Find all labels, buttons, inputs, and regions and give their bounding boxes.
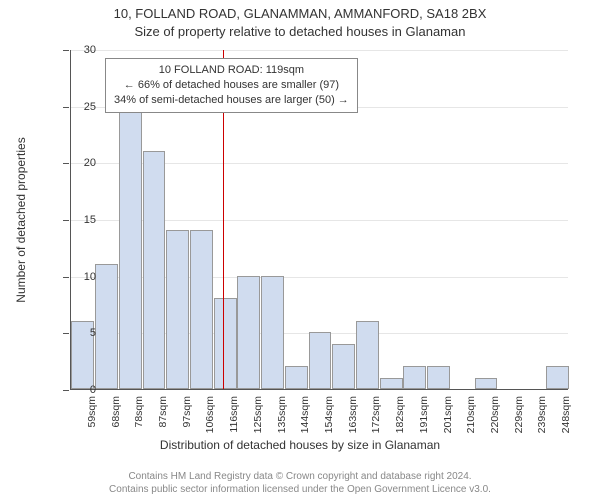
bar <box>403 366 426 389</box>
x-tick-label: 163sqm <box>347 396 359 433</box>
y-tick <box>63 107 69 108</box>
x-tick-label: 154sqm <box>323 396 335 433</box>
y-tick <box>63 163 69 164</box>
x-tick-label: 182sqm <box>394 396 406 433</box>
x-tick-label: 229sqm <box>513 396 525 433</box>
chart-subtitle: Size of property relative to detached ho… <box>0 24 600 39</box>
bar <box>475 378 498 389</box>
bar <box>237 276 260 389</box>
bar <box>546 366 569 389</box>
footer-attribution: Contains HM Land Registry data © Crown c… <box>0 470 600 496</box>
bar <box>190 230 213 389</box>
x-tick-label: 172sqm <box>370 396 382 433</box>
y-tick-label: 20 <box>84 157 96 169</box>
bar <box>332 344 355 389</box>
bar <box>427 366 450 389</box>
footer-line2: Contains public sector information licen… <box>0 483 600 496</box>
y-tick <box>63 390 69 391</box>
bar <box>166 230 189 389</box>
bar <box>285 366 308 389</box>
x-tick-label: 125sqm <box>252 396 264 433</box>
x-tick-label: 116sqm <box>228 396 240 433</box>
x-axis-label: Distribution of detached houses by size … <box>0 438 600 452</box>
y-tick <box>63 333 69 334</box>
y-tick <box>63 50 69 51</box>
x-tick-label: 220sqm <box>489 396 501 433</box>
bar <box>309 332 332 389</box>
x-tick-label: 87sqm <box>157 396 169 428</box>
x-tick-label: 144sqm <box>299 396 311 433</box>
bar <box>143 151 166 389</box>
annotation-line3: 34% of semi-detached houses are larger (… <box>114 93 349 108</box>
y-tick <box>63 277 69 278</box>
bar <box>214 298 237 389</box>
bar <box>356 321 379 389</box>
x-tick-label: 135sqm <box>276 396 288 433</box>
bar <box>380 378 403 389</box>
bar <box>119 106 142 389</box>
x-tick-label: 201sqm <box>442 396 454 433</box>
y-tick-label: 15 <box>84 214 96 226</box>
y-tick-label: 10 <box>84 271 96 283</box>
x-tick-label: 68sqm <box>110 396 122 428</box>
gridline <box>71 50 568 51</box>
annotation-line2: ← 66% of detached houses are smaller (97… <box>114 78 349 93</box>
chart-frame: 10, FOLLAND ROAD, GLANAMMAN, AMMANFORD, … <box>0 0 600 500</box>
x-tick-label: 59sqm <box>86 396 98 428</box>
x-tick-label: 106sqm <box>204 396 216 433</box>
x-tick-label: 248sqm <box>560 396 572 433</box>
footer-line1: Contains HM Land Registry data © Crown c… <box>0 470 600 483</box>
x-tick-label: 78sqm <box>133 396 145 428</box>
y-tick-label: 30 <box>84 44 96 56</box>
y-tick-label: 25 <box>84 101 96 113</box>
x-tick-label: 97sqm <box>181 396 193 428</box>
y-tick-label: 0 <box>90 384 96 396</box>
y-tick-label: 5 <box>90 327 96 339</box>
x-tick-label: 210sqm <box>465 396 477 433</box>
x-tick-label: 191sqm <box>418 396 430 433</box>
bar <box>261 276 284 389</box>
annotation-line1: 10 FOLLAND ROAD: 119sqm <box>114 63 349 78</box>
y-axis-label: Number of detached properties <box>14 137 28 302</box>
x-tick-label: 239sqm <box>536 396 548 433</box>
chart-title-address: 10, FOLLAND ROAD, GLANAMMAN, AMMANFORD, … <box>0 6 600 21</box>
bar <box>95 264 118 389</box>
annotation-box: 10 FOLLAND ROAD: 119sqm← 66% of detached… <box>105 58 358 113</box>
y-tick <box>63 220 69 221</box>
